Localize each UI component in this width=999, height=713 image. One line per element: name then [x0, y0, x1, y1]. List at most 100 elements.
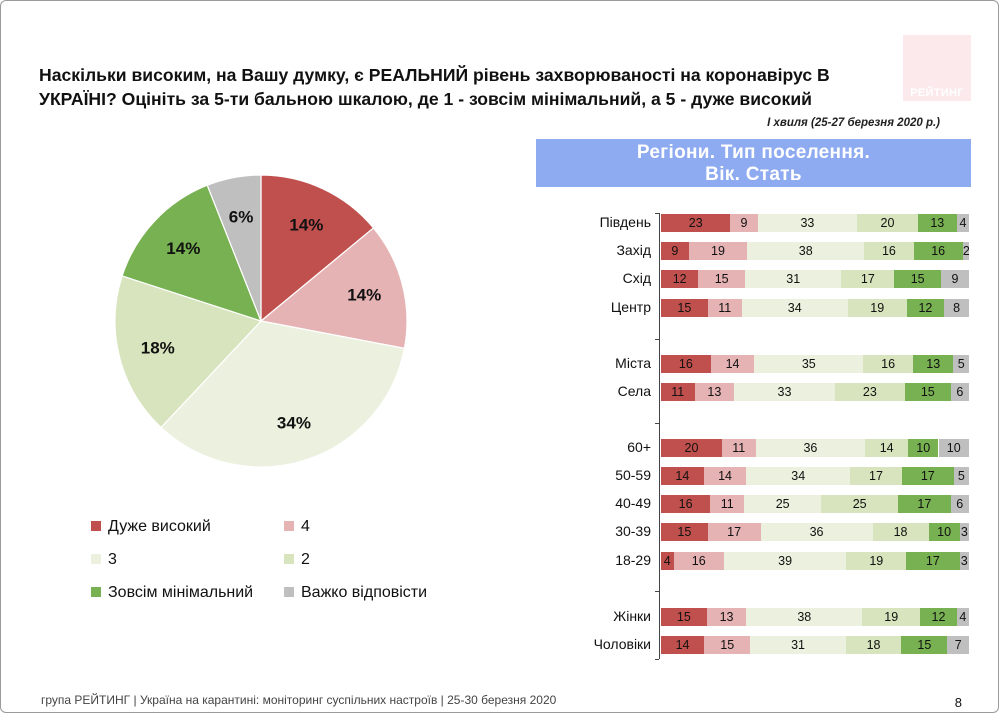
legend-label-very-high: Дуже високий — [108, 518, 211, 535]
bar-segment: 13 — [917, 214, 957, 232]
bar-segment: 10 — [908, 439, 939, 457]
bar-segment: 17 — [707, 523, 761, 541]
bar-category-label: 60+ — [627, 439, 651, 455]
bar-segment: 4 — [661, 552, 674, 570]
bar-segment: 36 — [755, 439, 866, 457]
bar-segment: 15 — [661, 299, 708, 317]
bar-segment: 34 — [741, 299, 848, 317]
bar-segment: 15 — [698, 270, 745, 288]
bar-segment: 13 — [913, 355, 954, 373]
bar-segment: 17 — [901, 467, 954, 485]
legend-swatch-minimal — [91, 587, 101, 597]
bar-segment: 17 — [906, 552, 960, 570]
bar-segment: 19 — [688, 242, 748, 260]
bar-segment: 5 — [953, 467, 969, 485]
bar-segment: 5 — [953, 355, 969, 373]
legend-label-hard-to-say: Важко відповісти — [301, 584, 428, 601]
bar-segment: 15 — [661, 608, 707, 626]
bar-segment: 14 — [661, 636, 705, 654]
legend-swatch-3 — [91, 554, 101, 564]
bar-segment: 34 — [746, 467, 851, 485]
pie-slice-4 — [259, 227, 408, 350]
bar-segment: 15 — [704, 636, 751, 654]
axis-tick — [655, 659, 659, 660]
bar-segment: 17 — [841, 270, 895, 288]
bar-segment: 16 — [661, 355, 711, 373]
pie-label-minimal: 14% — [166, 239, 200, 258]
bar-segment: 14 — [710, 355, 755, 373]
bar-category-label: Схід — [622, 270, 651, 286]
bar-segment: 4 — [956, 214, 969, 232]
bar-segment: 18 — [872, 523, 929, 541]
bar-segment: 16 — [661, 495, 711, 513]
legend-swatch-hard-to-say — [284, 587, 294, 597]
bar-segment: 19 — [847, 299, 907, 317]
bar-segment: 20 — [857, 214, 918, 232]
bar-segment: 20 — [661, 439, 722, 457]
bar-segment: 16 — [913, 242, 963, 260]
bar-segment: 2 — [962, 242, 969, 260]
bar-segment: 25 — [821, 495, 899, 513]
bar-segment: 38 — [747, 242, 865, 260]
bar-segment: 14 — [703, 467, 747, 485]
pie-label-4: 14% — [347, 285, 381, 304]
bar-segment: 15 — [661, 523, 708, 541]
legend-label-2: 2 — [301, 551, 310, 568]
banner-line-1: Регіони. Тип поселення. — [636, 142, 871, 163]
pie-label-hard-to-say: 6% — [229, 207, 254, 226]
bar-segment: 31 — [750, 636, 846, 654]
bar-category-label: Центр — [610, 299, 651, 315]
breakdown-banner: Регіони. Тип поселення. Вік. Стать — [536, 139, 971, 187]
bar-segment: 38 — [746, 608, 863, 626]
pie-label-very-high: 14% — [289, 216, 323, 235]
pie-slice-very-high — [260, 174, 375, 323]
bar-segment: 9 — [730, 214, 758, 232]
bar-category-label: Чоловіки — [593, 636, 651, 652]
bar-segment: 36 — [760, 523, 873, 541]
bar-category-label: 30-39 — [615, 523, 651, 539]
bar-category-label: Захід — [616, 242, 651, 258]
banner-line-2: Вік. Стать — [705, 164, 802, 185]
rating-logo: РЕЙТИНГ — [903, 35, 971, 101]
bar-segment: 8 — [944, 299, 969, 317]
bar-segment: 9 — [941, 270, 969, 288]
bar-segment: 12 — [661, 270, 699, 288]
bar-category-label: Села — [617, 383, 651, 399]
bar-segment: 6 — [950, 495, 969, 513]
bar-segment: 17 — [850, 467, 902, 485]
bar-segment: 7 — [947, 636, 969, 654]
bar-segment: 17 — [898, 495, 951, 513]
pie-slice-minimal — [121, 184, 263, 322]
bar-category-label: Жінки — [613, 608, 651, 624]
pie-chart: 14% 14% 34% 18% 14% 6% — [114, 174, 408, 468]
wave-note: І хвиля (25-27 березня 2020 р.) — [767, 117, 940, 129]
bar-segment: 16 — [673, 552, 724, 570]
bar-category-label: 50-59 — [615, 467, 651, 483]
pie-slice-3 — [160, 320, 406, 468]
pie-label-2: 18% — [141, 339, 175, 358]
bar-segment: 6 — [950, 383, 969, 401]
legend-swatch-very-high — [91, 521, 101, 531]
bar-segment: 19 — [846, 552, 907, 570]
bar-segment: 23 — [661, 214, 731, 232]
bar-segment: 11 — [710, 495, 745, 513]
bar-segment: 3 — [959, 552, 969, 570]
bar-segment: 39 — [723, 552, 847, 570]
bar-segment: 15 — [901, 636, 948, 654]
bar-category-label: Південь — [599, 214, 651, 230]
pie-slice-hard-to-say — [206, 174, 262, 322]
legend-label-minimal: Зовсім мінімальний — [108, 584, 254, 601]
bar-segment: 10 — [928, 523, 960, 541]
bar-segment: 15 — [894, 270, 941, 288]
bar-segment: 11 — [661, 383, 695, 401]
bar-segment: 14 — [865, 439, 908, 457]
bar-segment: 11 — [707, 299, 742, 317]
bar-segment: 19 — [862, 608, 921, 626]
survey-question: Наскільки високим, на Вашу думку, є РЕАЛ… — [39, 65, 830, 109]
bar-segment: 4 — [956, 608, 969, 626]
bar-segment: 33 — [734, 383, 835, 401]
bar-segment: 23 — [834, 383, 905, 401]
bar-segment: 11 — [721, 439, 756, 457]
bar-segment: 12 — [920, 608, 957, 626]
bar-segment: 3 — [959, 523, 969, 541]
